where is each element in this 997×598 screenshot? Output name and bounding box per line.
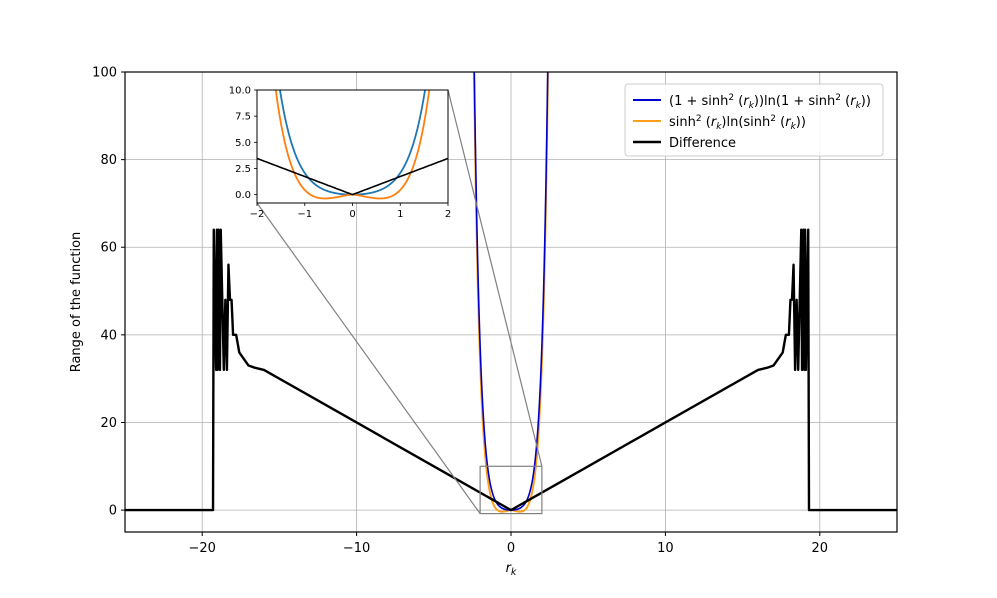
inset-x-tick-label: −1 xyxy=(297,209,312,220)
inset-series-group xyxy=(257,90,448,200)
inset-y-tick-label: 2.5 xyxy=(235,164,251,175)
legend-box xyxy=(624,83,884,157)
y-tick-label: 80 xyxy=(100,153,117,168)
legend-label-series-1: (1 + sinh2 (rk))ln(1 + sinh2 (rk)) xyxy=(669,93,871,111)
y-tick-label: 40 xyxy=(100,328,117,343)
x-tick-label: 10 xyxy=(657,541,674,556)
inset-y-tick-label: 0.0 xyxy=(235,190,251,201)
legend: (1 + sinh2 (rk))ln(1 + sinh2 (rk)) sinh2… xyxy=(624,83,884,157)
x-tick-label: 20 xyxy=(812,541,829,556)
main-series-group xyxy=(125,72,897,513)
inset-x-tick-label: 0 xyxy=(349,209,355,220)
legend-label-series-2: sinh2 (rk)ln(sinh2 (rk)) xyxy=(669,114,806,132)
legend-label-series-3: Difference xyxy=(669,136,736,151)
x-tick-label: −20 xyxy=(188,541,215,556)
series-line-difference xyxy=(125,228,897,512)
inset-background xyxy=(257,90,448,203)
x-tick-label: −10 xyxy=(343,541,370,556)
inset-x-tick-label: 2 xyxy=(445,209,451,220)
y-tick-label: 20 xyxy=(100,416,117,431)
inset-x-tick-label: 1 xyxy=(397,209,403,220)
x-tick-label: 0 xyxy=(507,541,515,556)
inset-axis-ticks: −2 −1 0 1 2 0.0 2.5 5.0 7.5 10.0 xyxy=(229,86,451,221)
y-axis-label: Range of the function xyxy=(69,232,84,373)
y-tick-label: 0 xyxy=(109,504,117,519)
inset-y-tick-label: 10.0 xyxy=(229,86,251,97)
inset-x-tick-label: −2 xyxy=(250,209,265,220)
x-axis-label: rk xyxy=(506,561,517,578)
inset-y-tick-label: 7.5 xyxy=(235,112,251,123)
inset-y-tick-label: 5.0 xyxy=(235,138,251,149)
y-tick-label: 60 xyxy=(100,241,117,256)
zoom-connector-line xyxy=(256,202,481,514)
y-tick-label: 100 xyxy=(92,66,117,81)
inset-series-line-difference xyxy=(257,157,448,196)
zoom-indicator-box xyxy=(479,465,543,515)
zoom-connector-line xyxy=(447,89,543,467)
